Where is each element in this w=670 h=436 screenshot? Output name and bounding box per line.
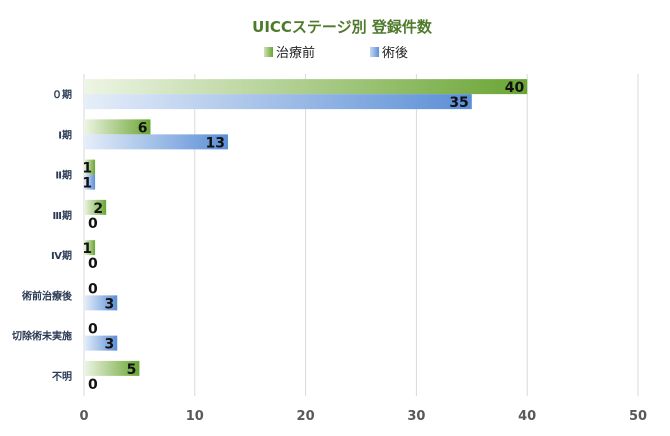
- category-label: Ⅳ期: [51, 249, 72, 262]
- data-label: 40: [505, 80, 525, 96]
- data-label: 0: [88, 377, 98, 393]
- data-label: 0: [88, 256, 98, 272]
- legend-swatch-post-surgery: [370, 47, 379, 57]
- data-label: 2: [93, 201, 103, 217]
- x-tick-label: 0: [79, 409, 88, 424]
- gridlines: [83, 74, 639, 396]
- bar-post-surgery: [84, 335, 118, 351]
- x-tick-label: 10: [186, 409, 204, 424]
- data-label: 1: [82, 176, 92, 192]
- data-label: 5: [127, 362, 137, 378]
- x-tick-label: 20: [297, 409, 315, 424]
- legend-swatch-pre-treatment: [264, 47, 273, 57]
- bar-post-surgery: [84, 94, 472, 110]
- legend: 治療前 術後: [264, 45, 408, 61]
- bar-post-surgery: [84, 295, 118, 311]
- category-label: 切除術未実施: [12, 330, 72, 343]
- bar-pre-treatment: [84, 79, 528, 95]
- data-label: 1: [82, 161, 92, 177]
- x-tick-label: 30: [407, 409, 425, 424]
- bar-pre-treatment: [84, 240, 96, 256]
- category-label: Ⅱ期: [55, 169, 72, 182]
- data-label: 35: [449, 95, 468, 111]
- x-axis-ticks: 0 10 20 30 40 50: [79, 409, 647, 424]
- bar-post-surgery: [84, 134, 229, 150]
- legend-label-post-surgery: 術後: [382, 46, 408, 61]
- category-label: Ⅰ期: [58, 128, 72, 141]
- bar-pre-treatment: [84, 360, 140, 376]
- data-label: 13: [206, 135, 225, 151]
- bars: [84, 79, 528, 376]
- x-tick-label: 40: [518, 409, 536, 424]
- category-label: 不明: [52, 371, 72, 383]
- category-label: ０期: [52, 88, 72, 101]
- bar-pre-treatment: [84, 199, 107, 215]
- category-label: 術前治療後: [21, 289, 73, 302]
- data-label: 0: [88, 322, 98, 338]
- x-tick-label: 50: [629, 409, 647, 424]
- data-label: 6: [138, 120, 148, 136]
- data-label: 3: [104, 296, 114, 312]
- category-label: Ⅲ期: [53, 209, 72, 222]
- data-label: 0: [88, 281, 98, 297]
- bar-pre-treatment: [84, 159, 96, 175]
- bar-pre-treatment: [84, 119, 151, 135]
- bar-post-surgery: [84, 174, 96, 190]
- chart-title: UICCステージ別 登録件数: [252, 18, 433, 36]
- data-label: 3: [104, 337, 114, 353]
- data-label: 0: [88, 216, 98, 232]
- legend-label-pre-treatment: 治療前: [276, 45, 315, 61]
- data-label: 1: [82, 241, 92, 257]
